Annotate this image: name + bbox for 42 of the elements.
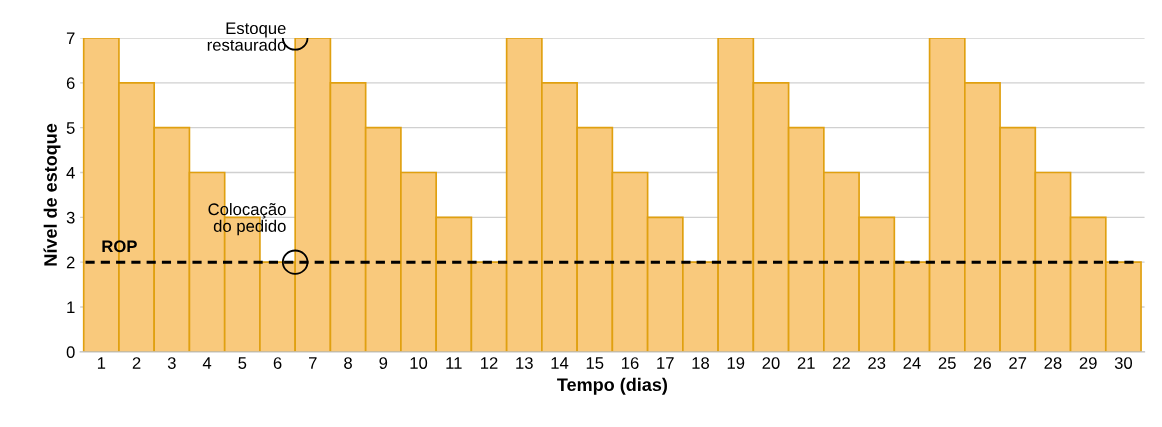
x-tick-label: 11	[446, 357, 462, 369]
x-tick-label: 17	[657, 357, 674, 369]
y-tick-label: 2	[66, 256, 75, 269]
x-tick-label: 21	[797, 357, 815, 369]
y-axis-title: Nível de estoque	[43, 123, 61, 266]
y-tick-label: 0	[66, 346, 75, 359]
x-axis-title: Tempo (dias)	[557, 377, 667, 395]
x-tick-label: 30	[1114, 357, 1133, 369]
x-tick-label: 8	[344, 357, 352, 369]
y-tick-label: 7	[66, 32, 75, 45]
x-tick-label: 25	[938, 357, 956, 369]
x-tick-label: 19	[727, 357, 745, 369]
x-tick-label: 10	[410, 357, 428, 369]
x-tick-label: 24	[903, 357, 921, 369]
y-tick-label: 1	[67, 301, 75, 314]
x-tick-label: 23	[868, 357, 886, 369]
x-tick-label: 4	[202, 357, 212, 369]
x-tick-label: 29	[1079, 357, 1097, 369]
x-tick-label: 26	[974, 357, 991, 369]
x-tick-label: 9	[379, 357, 388, 369]
annotation: Estoque restaurado	[207, 22, 286, 51]
x-tick-label: 16	[622, 357, 639, 369]
x-tick-label: 18	[692, 357, 710, 369]
x-tick-label: 28	[1044, 357, 1062, 369]
x-tick-label: 15	[586, 357, 604, 369]
y-tick-label: 4	[66, 167, 75, 179]
x-tick-label: 2	[132, 357, 141, 369]
x-tick-label: 20	[762, 357, 780, 369]
x-tick-label: 7	[309, 357, 317, 369]
ref-line-label: ROP	[102, 240, 137, 253]
x-tick-label: 27	[1009, 357, 1027, 369]
x-tick-label: 6	[273, 357, 282, 369]
y-tick-label: 6	[66, 77, 75, 90]
x-tick-label: 1	[97, 357, 106, 369]
y-tick-label: 3	[66, 211, 75, 224]
x-tick-label: 12	[481, 357, 498, 369]
y-tick-label: 5	[66, 122, 75, 134]
x-tick-label: 13	[516, 357, 533, 369]
x-tick-label: 3	[167, 357, 176, 369]
x-tick-label: 22	[833, 357, 850, 369]
x-tick-label: 14	[551, 357, 569, 369]
x-tick-label: 5	[238, 357, 247, 369]
